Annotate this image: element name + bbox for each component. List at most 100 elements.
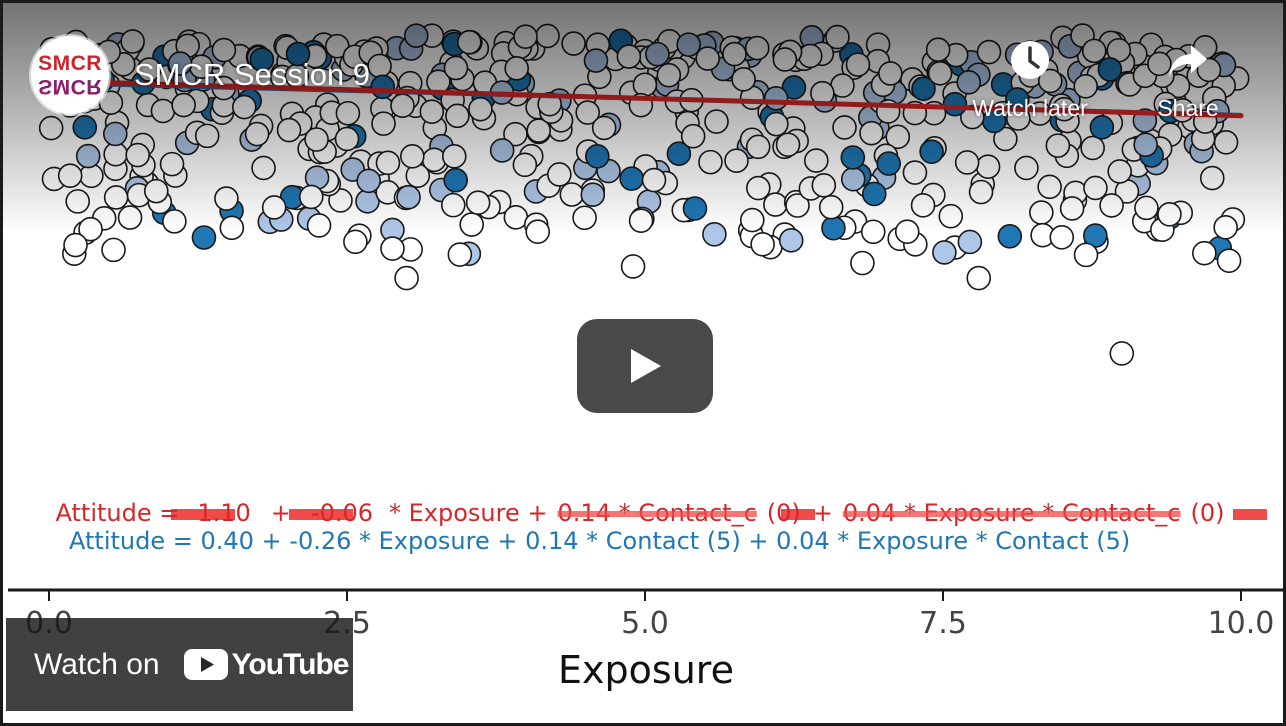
scatter-point — [441, 144, 467, 169]
scatter-point — [772, 47, 798, 72]
scatter-point — [811, 173, 837, 198]
x-tick-label: 10.0 — [1208, 606, 1275, 641]
scatter-point — [1073, 242, 1099, 268]
scatter-point — [334, 126, 360, 152]
x-axis-label: Exposure — [558, 648, 734, 692]
highlight-b0 — [171, 509, 235, 520]
scatter-point — [942, 91, 968, 117]
scatter-point — [902, 160, 928, 185]
scatter-point — [162, 209, 187, 234]
youtube-wordmark: YouTube — [231, 647, 350, 681]
scatter-point — [547, 162, 572, 187]
scatter-point — [231, 94, 257, 120]
scatter-point — [860, 219, 886, 245]
scatter-point — [619, 166, 644, 191]
red-eq-b0: 1.10 — [197, 499, 251, 527]
blue-equation: Attitude = 0.40 + -0.26 * Exposure + 0.1… — [69, 527, 1131, 555]
channel-avatar[interactable]: SMCR SMCR — [31, 36, 109, 114]
scatter-point — [561, 31, 586, 56]
scatter-point — [102, 121, 128, 147]
scatter-point — [876, 151, 902, 176]
scatter-point — [251, 155, 276, 181]
red-eq-term1: * Exposure + — [389, 499, 548, 527]
scatter-point — [957, 229, 983, 255]
channel-avatar-text-bottom: SMCR — [38, 75, 102, 98]
scatter-point — [656, 62, 682, 88]
share-button[interactable]: Share — [1133, 37, 1243, 122]
red-eq-b1: -0.06 — [310, 499, 374, 527]
scatter-point — [580, 182, 606, 208]
red-eq-term2-struck: 0.14 * Contact_c — [557, 499, 757, 527]
red-eq-zero-2: (0) — [1190, 499, 1225, 527]
scatter-point — [859, 120, 884, 146]
scatter-point — [512, 152, 538, 178]
scatter-point — [744, 35, 770, 61]
scatter-point — [745, 134, 771, 160]
scatter-point — [101, 237, 126, 263]
scatter-point — [304, 127, 329, 152]
scatter-point — [910, 193, 936, 218]
scatter-point — [583, 48, 609, 73]
scatter-point — [400, 143, 425, 169]
scatter-point — [632, 72, 658, 98]
scatter-point — [143, 178, 169, 204]
scatter-point — [745, 175, 771, 201]
scatter-point — [194, 123, 220, 149]
video-title[interactable]: SMCR Session 9 — [134, 57, 371, 92]
scatter-point — [932, 240, 957, 265]
scatter-point — [525, 219, 551, 244]
scatter-point — [75, 143, 101, 169]
youtube-logo: YouTube — [183, 647, 350, 682]
scatter-point — [778, 228, 804, 253]
scatter-point — [704, 109, 729, 134]
watch-on-youtube-button[interactable]: Watch on YouTube — [6, 618, 353, 711]
watch-later-button[interactable]: Watch later — [972, 37, 1088, 122]
scatter-point — [65, 189, 91, 214]
scatter-point — [840, 166, 866, 192]
scatter-point — [440, 192, 466, 218]
red-eq-plus-2: + — [812, 499, 833, 527]
scatter-point — [1029, 200, 1054, 225]
x-tick-label: 7.5 — [919, 606, 967, 641]
x-tick-label: 5.0 — [621, 606, 669, 641]
scatter-point — [445, 103, 470, 129]
scatter-point — [821, 215, 846, 241]
scatter-point — [997, 223, 1023, 249]
scatter-point — [367, 53, 392, 79]
scatter-point — [394, 265, 419, 291]
scatter-point — [927, 60, 953, 86]
scatter-point — [763, 86, 789, 111]
scatter-point — [503, 205, 529, 230]
red-eq-term3-struck: 0.04 * Exposure * Contact_c — [842, 499, 1181, 527]
scatter-point — [702, 221, 727, 247]
scatter-point — [1133, 132, 1158, 158]
scatter-point — [370, 74, 396, 100]
scatter-point — [63, 232, 88, 258]
scatter-point — [616, 44, 642, 69]
scatter-point — [1081, 38, 1107, 64]
scatter-point — [125, 142, 150, 168]
scatter-point — [845, 52, 871, 77]
red-eq-plus-1: + — [270, 499, 291, 527]
scatter-point — [459, 212, 484, 237]
scatter-point — [832, 115, 857, 140]
scatter-point — [171, 92, 196, 118]
scatter-point — [535, 23, 560, 49]
scatter-point — [371, 111, 396, 136]
scatter-point — [1097, 57, 1123, 82]
scatter-point — [764, 111, 789, 137]
play-button[interactable] — [577, 319, 713, 413]
scatter-point — [968, 179, 994, 205]
clock-icon — [1011, 41, 1049, 79]
scatter-point — [682, 196, 708, 221]
scatter-point — [504, 56, 529, 81]
scatter-point — [276, 117, 302, 143]
scatter-point — [1192, 240, 1217, 266]
scatter-point — [840, 145, 866, 170]
scatter-point — [1045, 133, 1071, 158]
scatter-point — [645, 41, 670, 67]
scatter-point — [724, 148, 749, 173]
play-icon — [631, 349, 661, 383]
highlight-zero-2 — [1233, 509, 1267, 520]
